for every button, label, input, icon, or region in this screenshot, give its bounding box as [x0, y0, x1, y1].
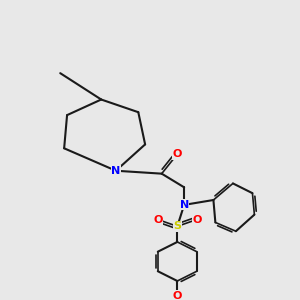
Text: O: O	[172, 291, 182, 300]
Text: O: O	[172, 149, 182, 159]
Text: O: O	[153, 214, 163, 224]
Text: N: N	[111, 166, 121, 176]
Text: O: O	[192, 214, 202, 224]
Text: S: S	[173, 221, 181, 231]
Text: N: N	[179, 200, 189, 210]
